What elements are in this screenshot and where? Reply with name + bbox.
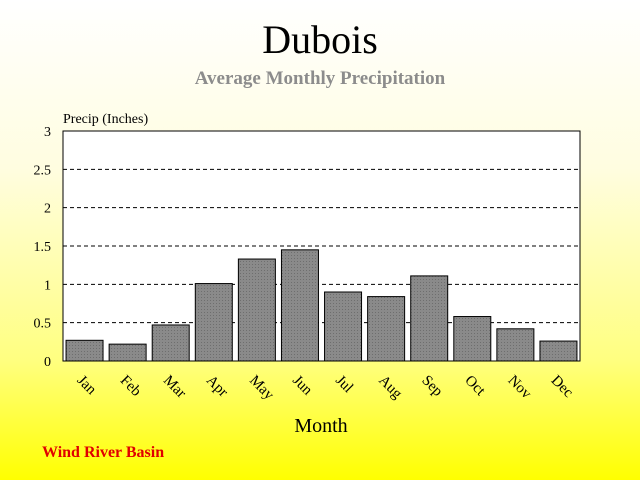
x-tick-label: Apr [203, 373, 231, 401]
bar-jan [65, 339, 104, 362]
bar-dec [539, 340, 578, 362]
bar-jul [324, 291, 363, 362]
y-tick-label: 2 [44, 202, 51, 217]
grid-lines [63, 168, 580, 324]
bar-sep [410, 275, 449, 362]
x-tick-label: Oct [461, 373, 488, 400]
x-tick-label: Jul [332, 373, 356, 397]
y-tick-label: 1 [44, 278, 51, 293]
chart-subtitle: Average Monthly Precipitation [194, 68, 446, 89]
bar-nov [496, 328, 535, 362]
x-tick-label: Jun [289, 373, 315, 399]
x-tick-label: Jan [74, 373, 100, 399]
bar-may [237, 258, 276, 362]
y-tick-label: 0 [44, 355, 51, 370]
x-tick-label: Feb [117, 373, 144, 400]
y-axis-label: Precip (Inches) [63, 112, 148, 127]
bar-jun [280, 249, 319, 362]
x-tick-label: Aug [375, 373, 405, 403]
footer-label: Wind River Basin [42, 444, 165, 461]
bars [65, 249, 578, 362]
x-axis-label: Month [294, 415, 347, 437]
chart-title: Dubois [262, 17, 378, 62]
y-tick-label: 1.5 [34, 240, 52, 255]
bar-oct [453, 316, 492, 362]
bar-aug [367, 296, 406, 362]
y-tick-label: 0.5 [34, 317, 52, 332]
y-axis: 0 0.5 1 1.5 2 2.5 3 [34, 125, 52, 370]
bar-mar [151, 324, 190, 362]
x-tick-label: May [246, 373, 277, 404]
y-tick-label: 2.5 [34, 163, 52, 178]
bar-feb [108, 343, 147, 362]
x-tick-label: Dec [548, 373, 577, 402]
x-tick-label: Sep [418, 373, 445, 400]
x-tick-label: Mar [160, 373, 189, 402]
x-axis: Jan Feb Mar Apr May Jun Jul Aug Sep Oct Nov Dec [74, 373, 577, 404]
y-tick-label: 3 [44, 125, 51, 140]
x-tick-label: Nov [505, 373, 535, 403]
bar-apr [194, 283, 233, 362]
